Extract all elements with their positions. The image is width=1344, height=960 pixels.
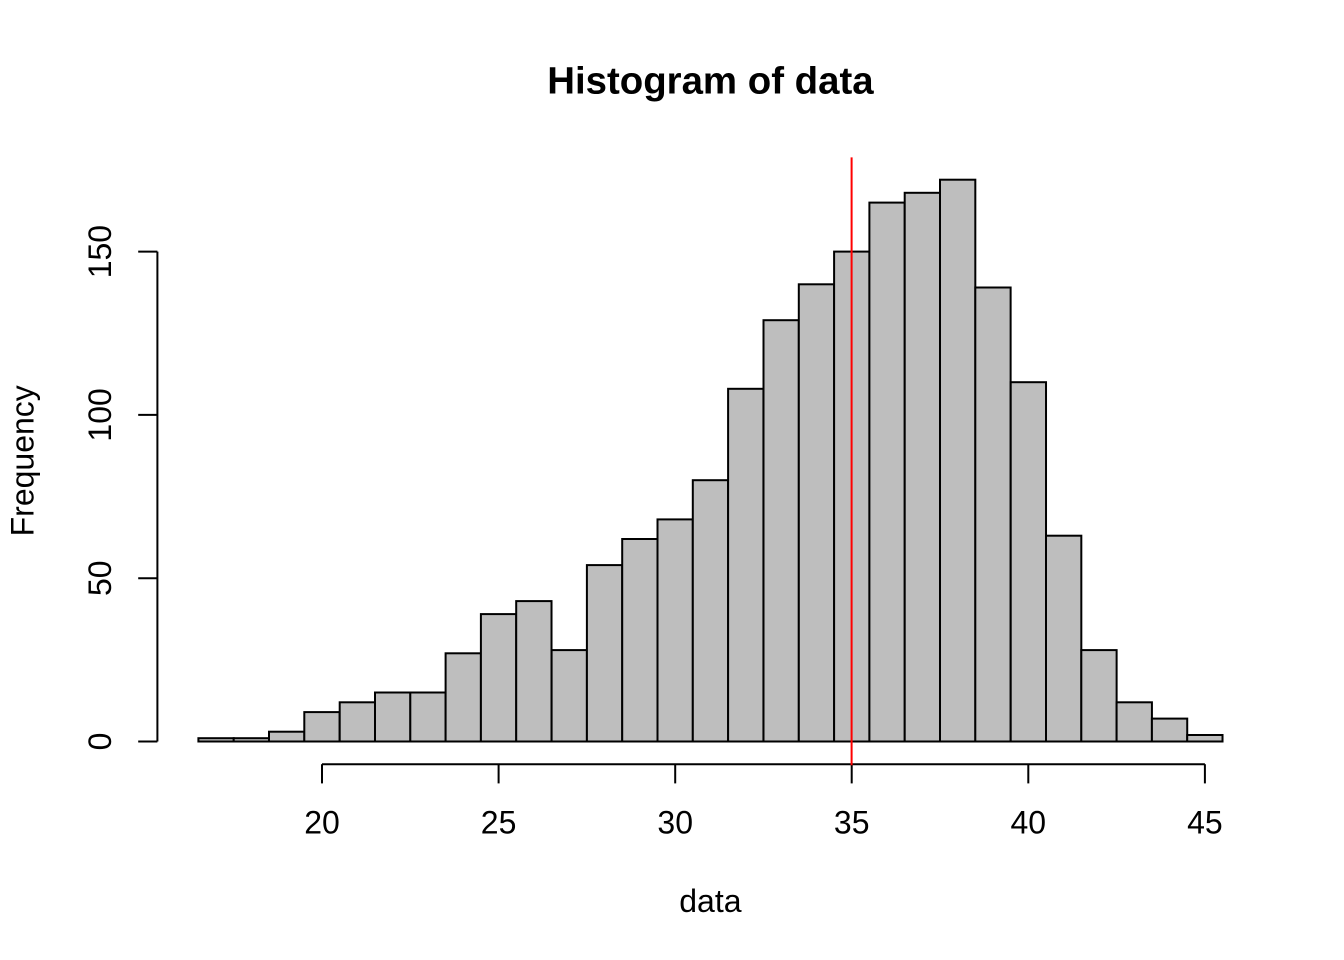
svg-text:Histogram of data: Histogram of data <box>547 59 874 102</box>
svg-text:20: 20 <box>304 805 340 841</box>
svg-text:40: 40 <box>1011 805 1047 841</box>
svg-text:data: data <box>679 883 741 919</box>
svg-text:30: 30 <box>657 805 693 841</box>
svg-text:45: 45 <box>1187 805 1223 841</box>
svg-text:Frequency: Frequency <box>5 385 41 536</box>
svg-text:100: 100 <box>82 388 118 441</box>
svg-text:0: 0 <box>82 733 118 751</box>
svg-text:150: 150 <box>82 225 118 278</box>
svg-text:50: 50 <box>82 560 118 596</box>
svg-text:35: 35 <box>834 805 870 841</box>
svg-text:25: 25 <box>481 805 517 841</box>
